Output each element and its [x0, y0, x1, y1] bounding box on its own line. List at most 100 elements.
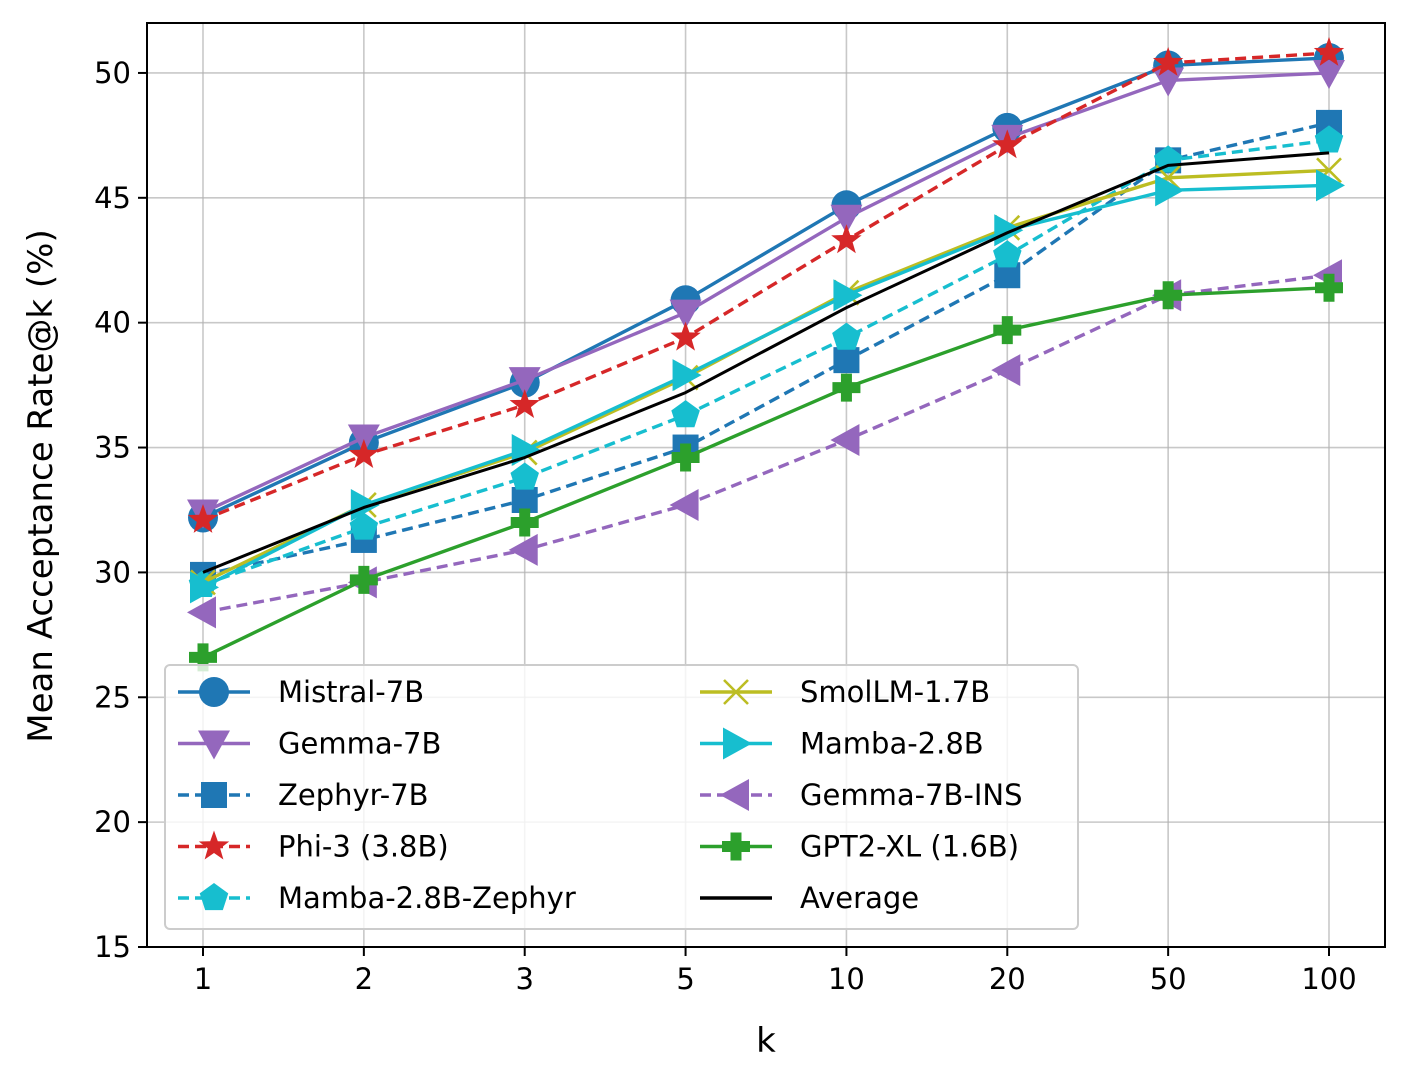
data-point [993, 316, 1022, 345]
data-point [830, 424, 860, 457]
data-point [509, 389, 540, 419]
data-point [669, 299, 702, 329]
data-point [350, 488, 380, 521]
legend-swatch-marker [723, 679, 749, 705]
legend-label: GPT2-XL (1.6B) [800, 830, 1019, 864]
data-point [671, 443, 700, 472]
data-point [189, 643, 217, 672]
data-point [508, 367, 541, 397]
y-tick-label: 25 [94, 680, 131, 714]
series-line [202, 286, 1330, 659]
data-point [833, 347, 860, 374]
data-point [190, 571, 219, 604]
legend-item: SmolLM-1.7B [700, 675, 990, 709]
data-point [508, 533, 538, 566]
legend-label: Mamba-2.8B [800, 727, 984, 761]
data-point [1155, 174, 1185, 207]
legend-label: Zephyr-7B [278, 778, 429, 812]
legend-item: GPT2-XL (1.6B) [700, 830, 1019, 864]
y-tick-label: 40 [94, 306, 131, 340]
series-line [202, 273, 1330, 615]
x-tick-label: 5 [676, 962, 694, 996]
series-line [202, 151, 1330, 574]
legend-swatch-marker [198, 730, 230, 760]
legend-label: SmolLM-1.7B [800, 675, 990, 709]
legend-swatch-marker [722, 832, 750, 861]
data-point [349, 512, 379, 540]
plot-frame [146, 22, 1386, 948]
legend-label: Average [800, 881, 919, 915]
legend-item: Gemma-7B-INS [700, 778, 1023, 812]
legend-label: Mistral-7B [278, 675, 424, 709]
x-tick-label: 50 [1150, 962, 1187, 996]
data-point [349, 565, 378, 594]
x-tick-label: 100 [1301, 962, 1356, 996]
series-average [202, 151, 1330, 574]
legend-label: Gemma-7B-INS [800, 778, 1023, 812]
data-point [510, 508, 539, 537]
legend-swatch-marker [723, 727, 752, 760]
legend-item: Gemma-7B [178, 727, 441, 761]
series-mamba-2-8b [190, 169, 1345, 604]
data-point [832, 373, 861, 402]
legend-swatch-marker [201, 782, 227, 808]
data-point [833, 279, 863, 312]
data-point [187, 596, 216, 629]
x-tick-label: 20 [989, 962, 1026, 996]
data-point [1313, 59, 1345, 89]
data-point [670, 321, 701, 351]
legend-swatch-marker [720, 779, 749, 811]
marker-stroke [723, 679, 749, 705]
legend-item: Mamba-2.8B-Zephyr [178, 881, 576, 915]
y-tick-label: 50 [94, 56, 131, 90]
data-point [1154, 281, 1183, 310]
series-line [202, 71, 1330, 515]
data-point [991, 354, 1021, 387]
legend-label: Gemma-7B [278, 727, 441, 761]
x-tick-label: 2 [355, 962, 373, 996]
y-tick-label: 30 [94, 555, 131, 589]
series-line [202, 121, 1330, 577]
legend-swatch-marker [199, 677, 229, 707]
y-tick-label: 45 [94, 181, 131, 215]
legend-swatch-marker [198, 830, 230, 860]
data-point [1315, 273, 1343, 302]
x-axis-title: k [756, 1021, 776, 1061]
y-axis-title: Mean Acceptance Rate@k (%) [21, 229, 61, 742]
data-point [187, 503, 219, 533]
data-point [994, 214, 1024, 247]
data-point [993, 240, 1022, 268]
legend-item: Average [700, 881, 919, 915]
legend-item: Phi-3 (3.8B) [178, 830, 449, 864]
data-point [510, 462, 539, 490]
x-tick-label: 1 [194, 962, 212, 996]
series-phi-3-3-8b [187, 36, 1345, 533]
data-point [1316, 169, 1345, 202]
series-layer [187, 36, 1345, 672]
y-tick-label: 15 [94, 930, 131, 964]
y-tick-label: 20 [94, 805, 131, 839]
data-point [348, 439, 380, 468]
legend: Mistral-7B Gemma-7B Zephyr-7B Phi-3 (3.8B) M… [164, 664, 1079, 930]
data-point [832, 322, 861, 350]
legend-item: Mistral-7B [178, 675, 424, 709]
legend-label: Phi-3 (3.8B) [278, 830, 449, 864]
legend-box [164, 664, 1079, 930]
series-line [202, 183, 1330, 589]
data-point [669, 488, 699, 521]
data-point [1152, 46, 1184, 76]
data-point [1314, 125, 1344, 153]
series-line [202, 51, 1330, 522]
legend-swatch-marker [199, 883, 229, 911]
data-point [830, 204, 863, 234]
data-point [1313, 36, 1345, 66]
data-point [672, 359, 702, 392]
data-point [831, 224, 862, 254]
legend-label: Mamba-2.8B-Zephyr [278, 881, 576, 915]
legend-item: Zephyr-7B [178, 778, 429, 812]
data-point [992, 129, 1023, 159]
y-tick-label: 35 [94, 431, 131, 465]
